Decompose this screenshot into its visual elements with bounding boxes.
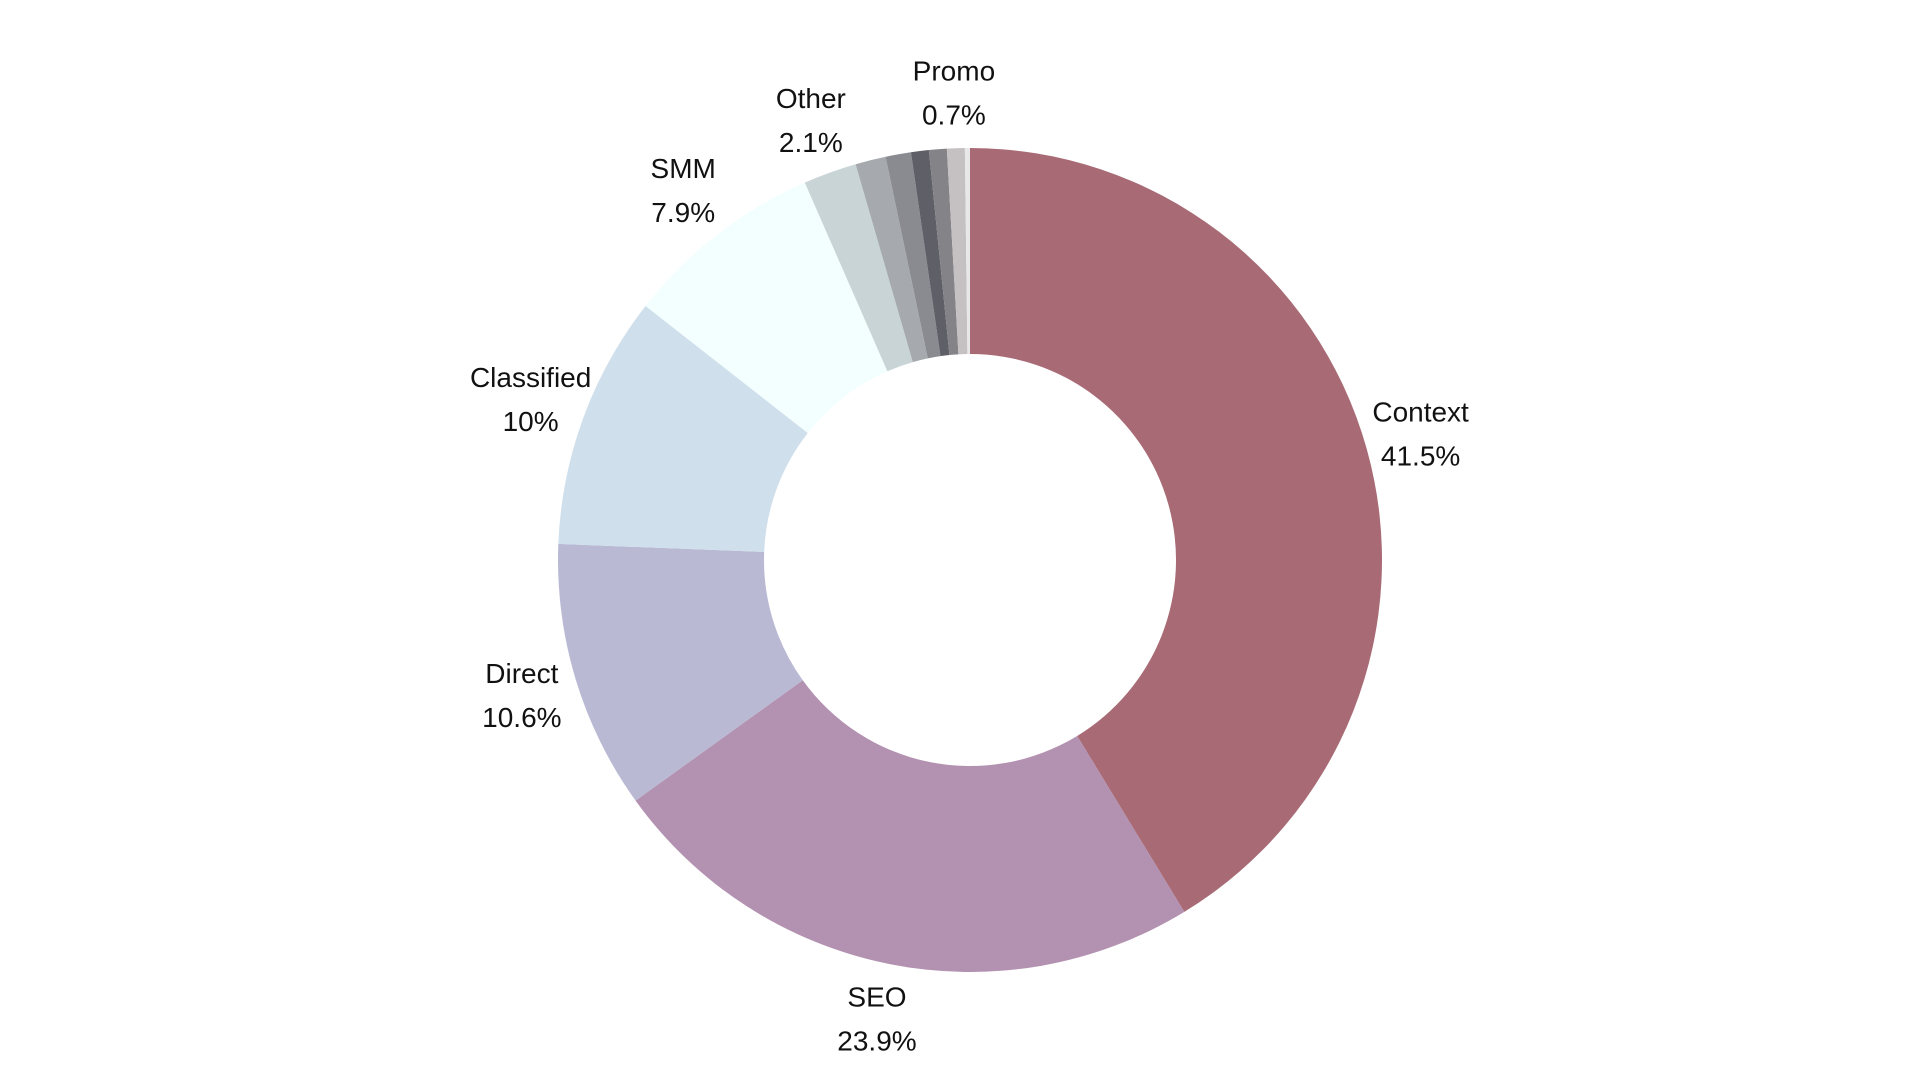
slice-other [804,164,913,372]
slice-promo [946,148,968,355]
slice-value-other: 2.1% [779,127,843,158]
slice-unlabeled-8 [910,150,950,357]
slice-label-seo: SEO [847,982,906,1013]
slice-seo [635,680,1185,972]
slice-direct [558,543,803,801]
slice-label-classified: Classified [470,362,591,393]
slice-smm [645,182,888,434]
slice-unlabeled-7 [885,152,941,359]
slice-unlabeled-9 [928,148,959,356]
slice-value-seo: 23.9% [837,1026,916,1057]
slice-label-promo: Promo [913,55,995,86]
slice-value-classified: 10% [503,406,559,437]
slice-context [970,148,1382,912]
slice-label-smm: SMM [651,153,716,184]
slice-classified [558,306,808,552]
slices-group [558,148,1382,972]
slice-unlabeled-11 [964,148,970,355]
slice-value-smm: 7.9% [651,197,715,228]
slice-unlabeled-6 [855,156,928,363]
slice-value-promo: 0.7% [922,99,986,130]
slice-label-direct: Direct [485,658,558,689]
slice-value-context: 41.5% [1381,441,1460,472]
slice-value-direct: 10.6% [482,702,561,733]
labels-group: Context 41.5% SEO 23.9% Direct 10.6% Classifie… [470,55,1469,1056]
slice-label-other: Other [776,83,846,114]
slice-label-context: Context [1372,397,1469,428]
